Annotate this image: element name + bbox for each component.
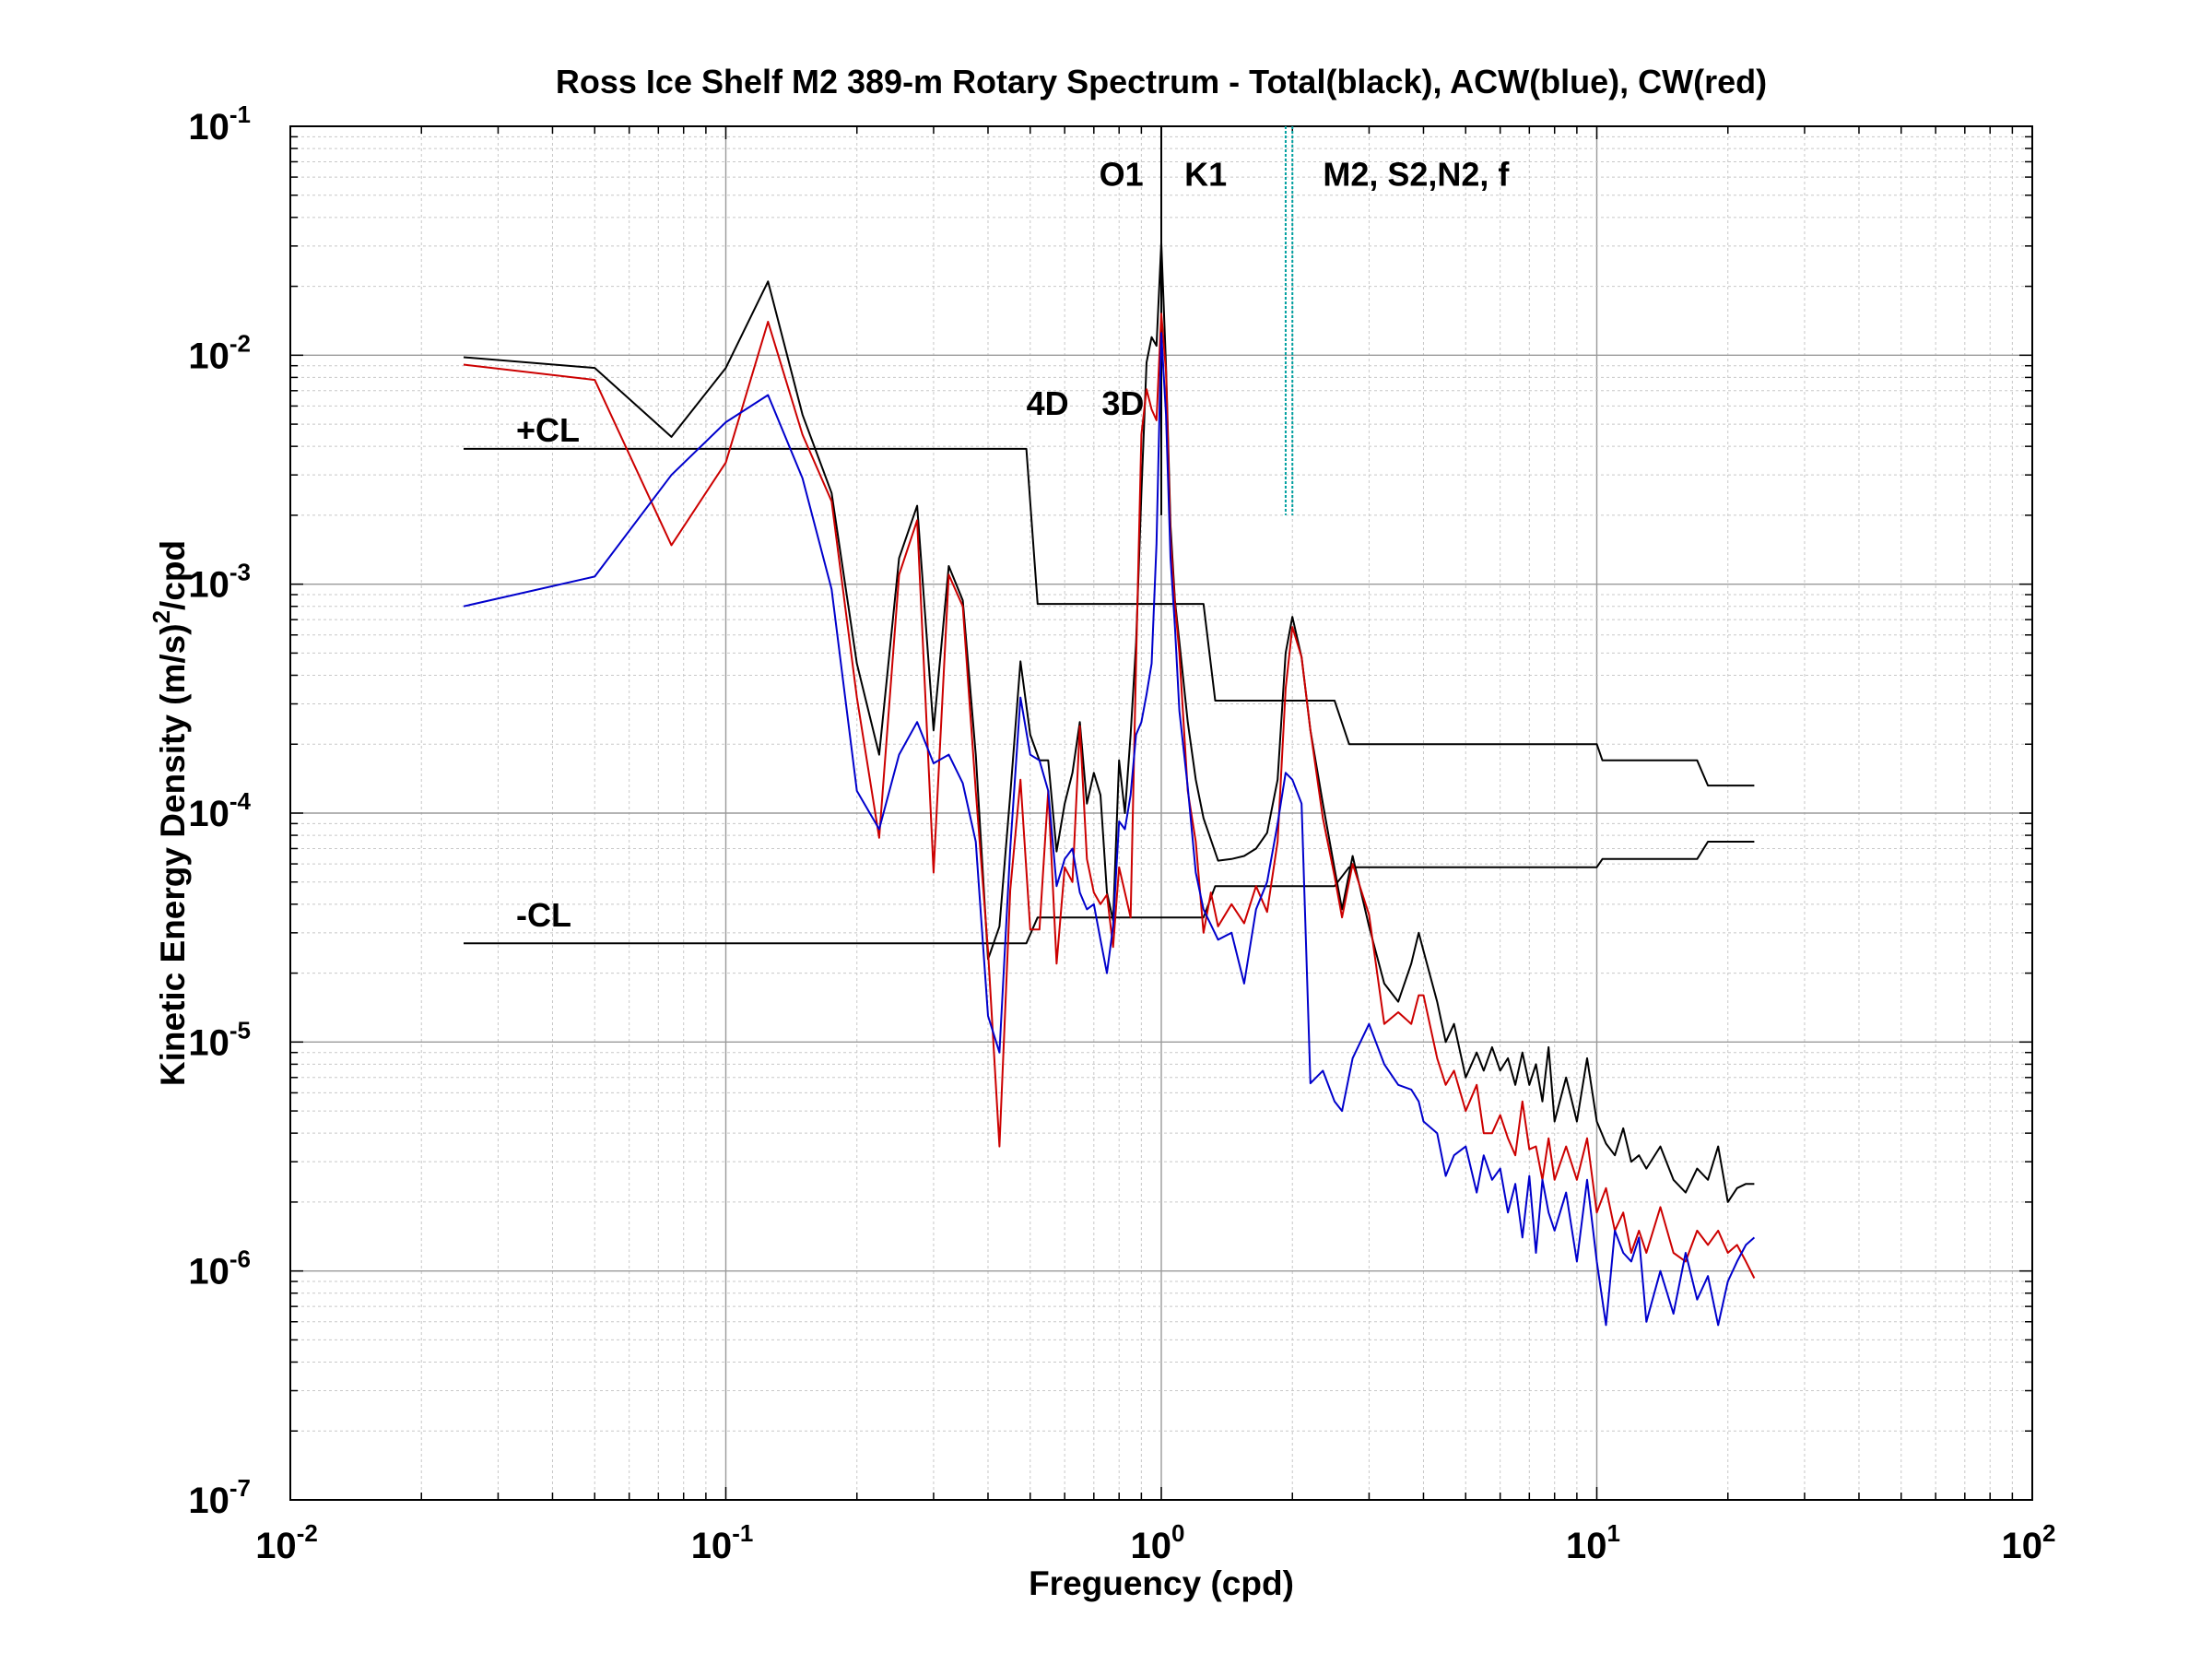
y-tick-label-base: 10 [188, 1252, 229, 1292]
y-tick-label-exponent: -5 [229, 1016, 251, 1044]
series-line-lower-cl [464, 841, 1755, 945]
y-tick-label-exponent: -7 [229, 1474, 251, 1502]
y-axis-title: Kinetic Energy Density (m/s)2/cpd [147, 540, 192, 1086]
y-tick-label: 10-7 [188, 1474, 251, 1521]
x-tick-label-base: 10 [1131, 1526, 1172, 1566]
chart-title: Ross Ice Shelf M2 389-m Rotary Spectrum … [556, 63, 1767, 100]
y-tick-label: 10-6 [188, 1245, 251, 1292]
y-tick-label-exponent: -2 [229, 329, 251, 357]
y-tick-label-base: 10 [188, 565, 229, 606]
y-tick-label: 10-5 [188, 1016, 251, 1063]
x-tick-label-exponent: 1 [1607, 1519, 1620, 1547]
y-axis-title-exponent: 2 [147, 610, 175, 623]
y-tick-label-base: 10 [188, 1022, 229, 1063]
x-tick-label-base: 10 [2002, 1526, 2043, 1566]
series [463, 242, 1756, 1327]
axis-ticks [289, 126, 2032, 1501]
annotation-4d: 4D [1027, 384, 1069, 422]
y-tick-label-exponent: -3 [229, 559, 251, 586]
y-tick-label: 10-3 [188, 559, 251, 606]
y-tick-label-exponent: -1 [229, 100, 251, 128]
x-tick-label: 102 [2002, 1519, 2056, 1566]
x-tick-label-exponent: -1 [732, 1519, 753, 1547]
annotation-minus-cl: -CL [516, 896, 571, 934]
x-tick-label-exponent: 2 [2042, 1519, 2055, 1547]
series-line-acw [463, 332, 1756, 1327]
annotation-plus-cl: +CL [516, 411, 580, 449]
annotations: +CL -CL O1 K1 M2, S2,N2, f 4D 3D [516, 155, 1510, 933]
x-tick-label-exponent: 0 [1171, 1519, 1184, 1547]
y-tick-label-exponent: -4 [229, 787, 252, 815]
y-tick-label-base: 10 [188, 107, 229, 148]
x-tick-label-base: 10 [255, 1526, 297, 1566]
x-tick-label-exponent: -2 [297, 1519, 318, 1547]
annotation-m2-group: M2, S2,N2, f [1323, 155, 1510, 193]
y-tick-label-base: 10 [188, 794, 229, 834]
series-line-upper-cl [464, 447, 1755, 787]
y-tick-label-base: 10 [188, 1481, 229, 1521]
y-axis-title-main: Kinetic Energy Density (m/s) [154, 623, 192, 1086]
y-tick-label-exponent: -6 [229, 1245, 251, 1273]
x-tick-label-base: 10 [691, 1526, 733, 1566]
grid [290, 126, 2032, 1500]
x-tick-label: 101 [1566, 1519, 1620, 1566]
annotation-k1: K1 [1184, 155, 1227, 193]
series-line-total [463, 242, 1755, 1203]
x-tick-label: 10-1 [691, 1519, 754, 1566]
y-axis-title-unit: /cpd [154, 540, 192, 610]
x-tick-label-base: 10 [1566, 1526, 1607, 1566]
annotation-3d: 3D [1101, 384, 1144, 422]
x-tick-label: 100 [1131, 1519, 1185, 1566]
annotation-o1: O1 [1100, 155, 1144, 193]
tick-labels: 10-2 10-1 100 101 10210-710-610-510-410-310-… [188, 100, 2055, 1566]
series-line-cw [463, 313, 1756, 1279]
x-axis-title: Freguency (cpd) [1029, 1564, 1294, 1602]
y-tick-label: 10-4 [188, 787, 251, 834]
y-tick-label: 10-1 [188, 100, 251, 148]
y-tick-label-base: 10 [188, 336, 229, 376]
x-tick-label: 10-2 [255, 1519, 318, 1566]
y-tick-label: 10-2 [188, 329, 251, 376]
